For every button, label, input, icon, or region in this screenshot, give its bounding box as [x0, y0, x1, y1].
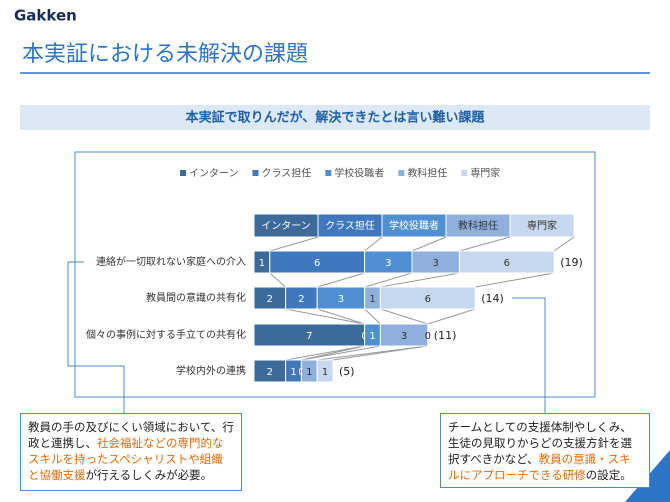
connector [380, 308, 428, 325]
connector [285, 345, 365, 361]
note-text: が行えるしくみが必要。 [85, 468, 213, 482]
connector [427, 308, 476, 325]
note-text: 教員の意識・スキルにアプローチできる研修 [448, 452, 631, 482]
header-label: クラス担任 [325, 219, 375, 232]
category-label: 連絡が一切取れない家庭への介入 [96, 255, 246, 268]
bracket-left [67, 261, 125, 413]
value-label: 1 [369, 294, 375, 305]
header-label: 学校役職者 [389, 219, 439, 232]
value-label: 0 [425, 331, 431, 342]
bracket-right [512, 297, 546, 413]
legend-label: 専門家 [470, 167, 500, 180]
connector [317, 308, 365, 325]
connector [285, 308, 365, 325]
legend-label: インターン [189, 168, 239, 180]
value-label: 1 [306, 367, 312, 378]
connector [411, 236, 447, 252]
chart-frame [74, 151, 596, 398]
banner: 本実証で取りんだが、解決できたとは言い難い課題 [186, 110, 486, 126]
note-right: チームとしての支援体制やしくみ、生徒の見取りからどの支援方針を選択すべきかなど、… [440, 413, 650, 488]
connector [269, 272, 286, 288]
note-text: 教員の手の及びにくい領域において、行政と連携し、 [28, 420, 234, 450]
note-text: の設定。 [585, 468, 632, 482]
value-label: 1 [369, 331, 375, 342]
bar-segment [379, 323, 429, 347]
connector [475, 272, 555, 288]
value-label: 1 [290, 367, 296, 378]
connector [332, 345, 428, 361]
slide-title: 本実証における未解決の課題 [22, 42, 308, 67]
value-label: 3 [338, 294, 344, 305]
category-label: 学校内外の連携 [176, 364, 246, 377]
logo: Gakken [14, 7, 77, 25]
header-label: 専門家 [527, 219, 557, 232]
total-label: (11) [434, 329, 457, 342]
value-label: 7 [306, 331, 312, 342]
connector [553, 236, 575, 252]
legend-label: 教科担任 [407, 167, 447, 180]
connector [269, 236, 319, 252]
value-label: 6 [314, 258, 320, 269]
connector [459, 236, 511, 252]
legend-swatch [325, 170, 332, 176]
connector [380, 272, 460, 288]
category-label: 個々の事例に対する手立ての共有化 [86, 328, 246, 341]
total-label: (19) [560, 256, 583, 269]
bar-segment [458, 250, 555, 274]
total-label: (5) [339, 365, 355, 378]
value-label: 3 [385, 258, 391, 269]
value-label: 2 [267, 367, 273, 378]
value-label: 1 [322, 367, 328, 378]
note-left: 教員の手の及びにくい領域において、行政と連携し、社会福祉などの専門的なスキルを持… [20, 413, 242, 491]
value-label: 3 [433, 258, 439, 269]
bar-segment [316, 359, 334, 383]
connector [364, 308, 381, 325]
value-label: 3 [401, 331, 407, 342]
header-label: インターン [261, 220, 311, 232]
value-label: 6 [504, 258, 510, 269]
bar-segment [379, 286, 476, 310]
banner-bg [20, 105, 650, 130]
legend-swatch [252, 170, 259, 176]
value-label: 1 [259, 258, 265, 269]
header-label: 教科担任 [458, 219, 498, 232]
connector [364, 272, 413, 288]
value-label: 6 [425, 294, 431, 305]
connector [301, 345, 381, 361]
note-text: チームとしての支援体制やしくみ、生徒の見取りからどの支援方針を選択すべきかなど、 [448, 420, 632, 466]
connector [364, 236, 383, 252]
legend-swatch [180, 170, 186, 176]
legend-swatch [398, 170, 405, 176]
legend-swatch [461, 170, 468, 176]
category-label: 教員間の意識の共有化 [146, 291, 246, 304]
connector [317, 272, 365, 288]
total-label: (14) [481, 292, 504, 305]
note-text: 社会福祉などの専門的なスキルを持ったスペシャリストや組織と協働支援 [28, 436, 224, 482]
value-label: 2 [298, 294, 304, 305]
value-label: 2 [267, 294, 273, 305]
legend-label: 学校役職者 [334, 167, 384, 180]
legend-label: クラス担任 [262, 167, 312, 180]
header-segment [509, 213, 575, 238]
